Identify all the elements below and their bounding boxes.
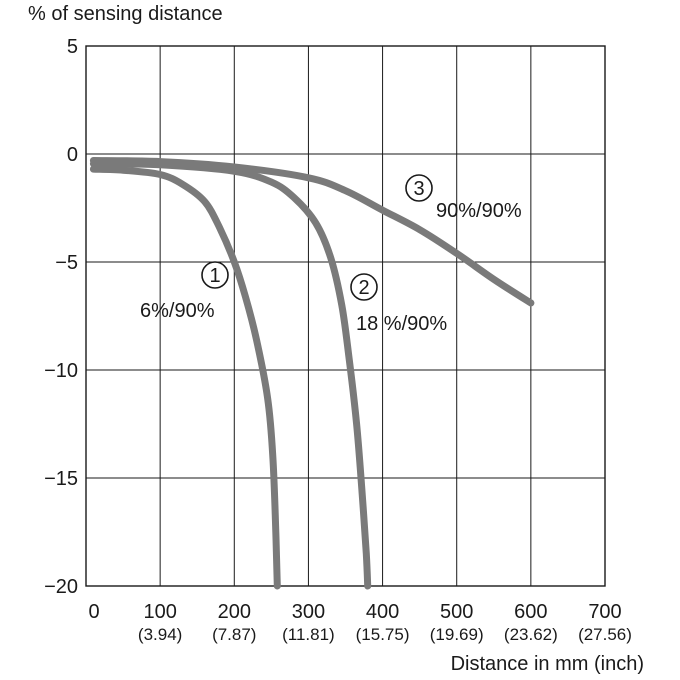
annotations: 1 6%/90% 2 18 %/90% 3 90%/90% [140, 174, 522, 335]
series-label: 6%/90% [140, 300, 215, 322]
x-tick-sublabel: (7.87) [212, 625, 256, 644]
x-axis-title: Distance in mm (inch) [451, 653, 644, 675]
marker-circle [201, 261, 229, 289]
y-tick-label: −20 [44, 576, 78, 598]
x-axis-ticks: 0 100 (3.94) 200 (7.87) 300 (11.81) 400 (15.75) 5… [88, 601, 632, 644]
x-tick-label: 100 [143, 601, 176, 623]
series-annotation-1: 1 6%/90% [140, 261, 229, 322]
plot-frame [85, 45, 606, 587]
y-tick-label: 0 [67, 144, 78, 166]
x-tick-sublabel: (27.56) [578, 625, 632, 644]
x-tick-label: 200 [218, 601, 251, 623]
series-marker: 1 [209, 265, 220, 287]
series-line-2 [89, 160, 372, 590]
series-annotation-2: 2 18 %/90% [350, 273, 447, 335]
x-tick-sublabel: (11.81) [282, 625, 335, 644]
x-tick-sublabel: (23.62) [504, 625, 558, 644]
x-tick-label: 400 [366, 601, 399, 623]
x-tick-sublabel: (19.69) [430, 625, 484, 644]
x-tick-label: 700 [588, 601, 621, 623]
y-tick-label: 5 [67, 36, 78, 58]
series-layer [89, 157, 535, 590]
x-tick-sublabel: (15.75) [356, 625, 410, 644]
series-marker: 3 [413, 178, 424, 200]
series-line-1 [89, 165, 281, 590]
y-axis-title: % of sensing distance [28, 3, 223, 25]
series-label: 18 %/90% [356, 313, 447, 335]
marker-circle [405, 174, 433, 202]
x-tick-label: 300 [292, 601, 325, 623]
x-tick-sublabel: (3.94) [138, 625, 182, 644]
x-tick-label: 0 [88, 601, 99, 623]
series-line-3 [89, 157, 535, 307]
grid [86, 46, 605, 586]
y-tick-label: −5 [55, 252, 78, 274]
x-tick-label: 500 [440, 601, 473, 623]
y-tick-label: −15 [44, 468, 78, 490]
series-annotation-3: 3 90%/90% [405, 174, 522, 222]
x-tick-label: 600 [514, 601, 547, 623]
y-tick-label: −10 [44, 360, 78, 382]
series-label: 90%/90% [436, 200, 522, 222]
marker-circle [350, 273, 378, 301]
y-axis-ticks: 5 0 −5 −10 −15 −20 [44, 36, 78, 598]
series-marker: 2 [358, 277, 369, 299]
